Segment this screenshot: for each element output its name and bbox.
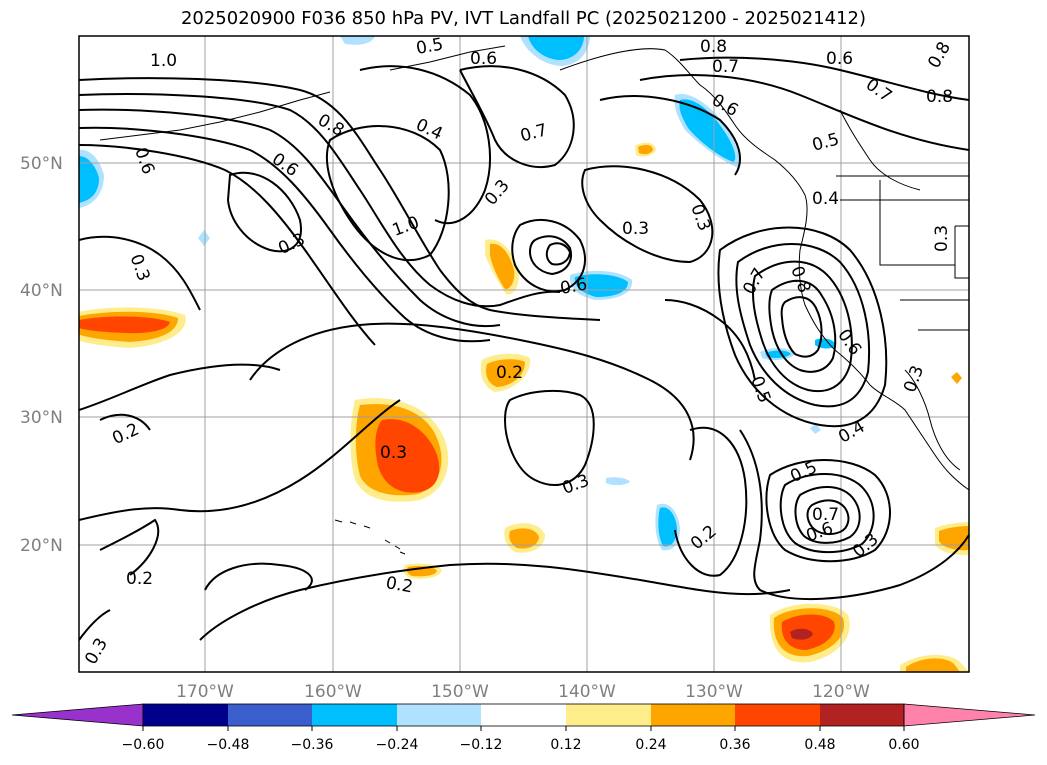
- contour-label: 0.3: [622, 219, 649, 239]
- colorbar-tick-label: −0.12: [460, 737, 503, 753]
- contour-label: 0.2: [384, 573, 414, 597]
- pv-shading-positive: [79, 142, 969, 672]
- colorbar-tick-label: −0.36: [291, 737, 334, 753]
- contour-label: 0.7: [712, 57, 739, 77]
- lat-label: 30°N: [20, 408, 63, 428]
- contour-label: 0.3: [380, 443, 407, 463]
- colorbar-tick-label: 0.24: [635, 737, 666, 753]
- colorbar-extend-min: [11, 703, 144, 727]
- contour-label: 0.6: [470, 49, 497, 69]
- colorbar-tick-label: −0.24: [376, 737, 419, 753]
- latitude-labels: 50°N 40°N 30°N 20°N: [20, 154, 63, 556]
- colorbar-extend-max: [903, 703, 1036, 727]
- colorbar-segment: [481, 704, 566, 726]
- lon-label: 170°W: [176, 682, 234, 702]
- contour-label: 0.8: [926, 87, 953, 107]
- contour-label: 0.7: [812, 505, 839, 525]
- colorbar-segment: [312, 704, 397, 726]
- colorbar-ticks: [142, 726, 905, 731]
- lon-label: 160°W: [304, 682, 362, 702]
- colorbar: −0.60 −0.48 −0.36 −0.24 −0.12 0.12 0.24 …: [11, 703, 1036, 753]
- lon-label: 140°W: [558, 682, 616, 702]
- contour-label: 1.0: [150, 51, 177, 71]
- colorbar-tick-label: −0.60: [122, 737, 165, 753]
- coastlines: [99, 45, 969, 555]
- contour-label: 0.8: [700, 37, 727, 57]
- colorbar-segment: [143, 704, 228, 726]
- map-title: 2025020900 F036 850 hPa PV, IVT Landfall…: [180, 8, 867, 29]
- gridlines: [79, 36, 969, 672]
- contour-label: 0.2: [126, 569, 153, 589]
- colorbar-tick-label: 0.36: [719, 737, 750, 753]
- colorbar-tick-label: 0.60: [888, 737, 919, 753]
- lon-label: 130°W: [685, 682, 743, 702]
- pv-shading-negative: [79, 36, 836, 551]
- colorbar-segment: [397, 704, 481, 726]
- contour-label: 0.4: [812, 189, 839, 209]
- lat-label: 20°N: [20, 536, 63, 556]
- contour-lines: [79, 56, 969, 641]
- contour-label: 0.5: [415, 35, 445, 59]
- longitude-labels: 170°W 160°W 150°W 140°W 130°W 120°W: [176, 682, 870, 702]
- colorbar-tick-label: −0.48: [207, 737, 250, 753]
- contour-label: 0.6: [826, 49, 853, 69]
- contour-label: 0.3: [932, 225, 952, 252]
- map-border: [78, 35, 970, 673]
- colorbar-segment: [735, 704, 820, 726]
- colorbar-tick-label: 0.48: [804, 737, 835, 753]
- colorbar-segment: [566, 704, 651, 726]
- lon-label: 120°W: [812, 682, 870, 702]
- colorbar-segment: [228, 704, 312, 726]
- map-panel: [79, 36, 969, 672]
- colorbar-segment: [651, 704, 735, 726]
- colorbar-tick-label: 0.12: [550, 737, 581, 753]
- contour-label: 0.6: [559, 275, 589, 299]
- lon-label: 150°W: [431, 682, 489, 702]
- colorbar-segment: [820, 704, 904, 726]
- lat-label: 50°N: [20, 154, 63, 174]
- lat-label: 40°N: [20, 281, 63, 301]
- contour-label: 0.2: [496, 363, 523, 383]
